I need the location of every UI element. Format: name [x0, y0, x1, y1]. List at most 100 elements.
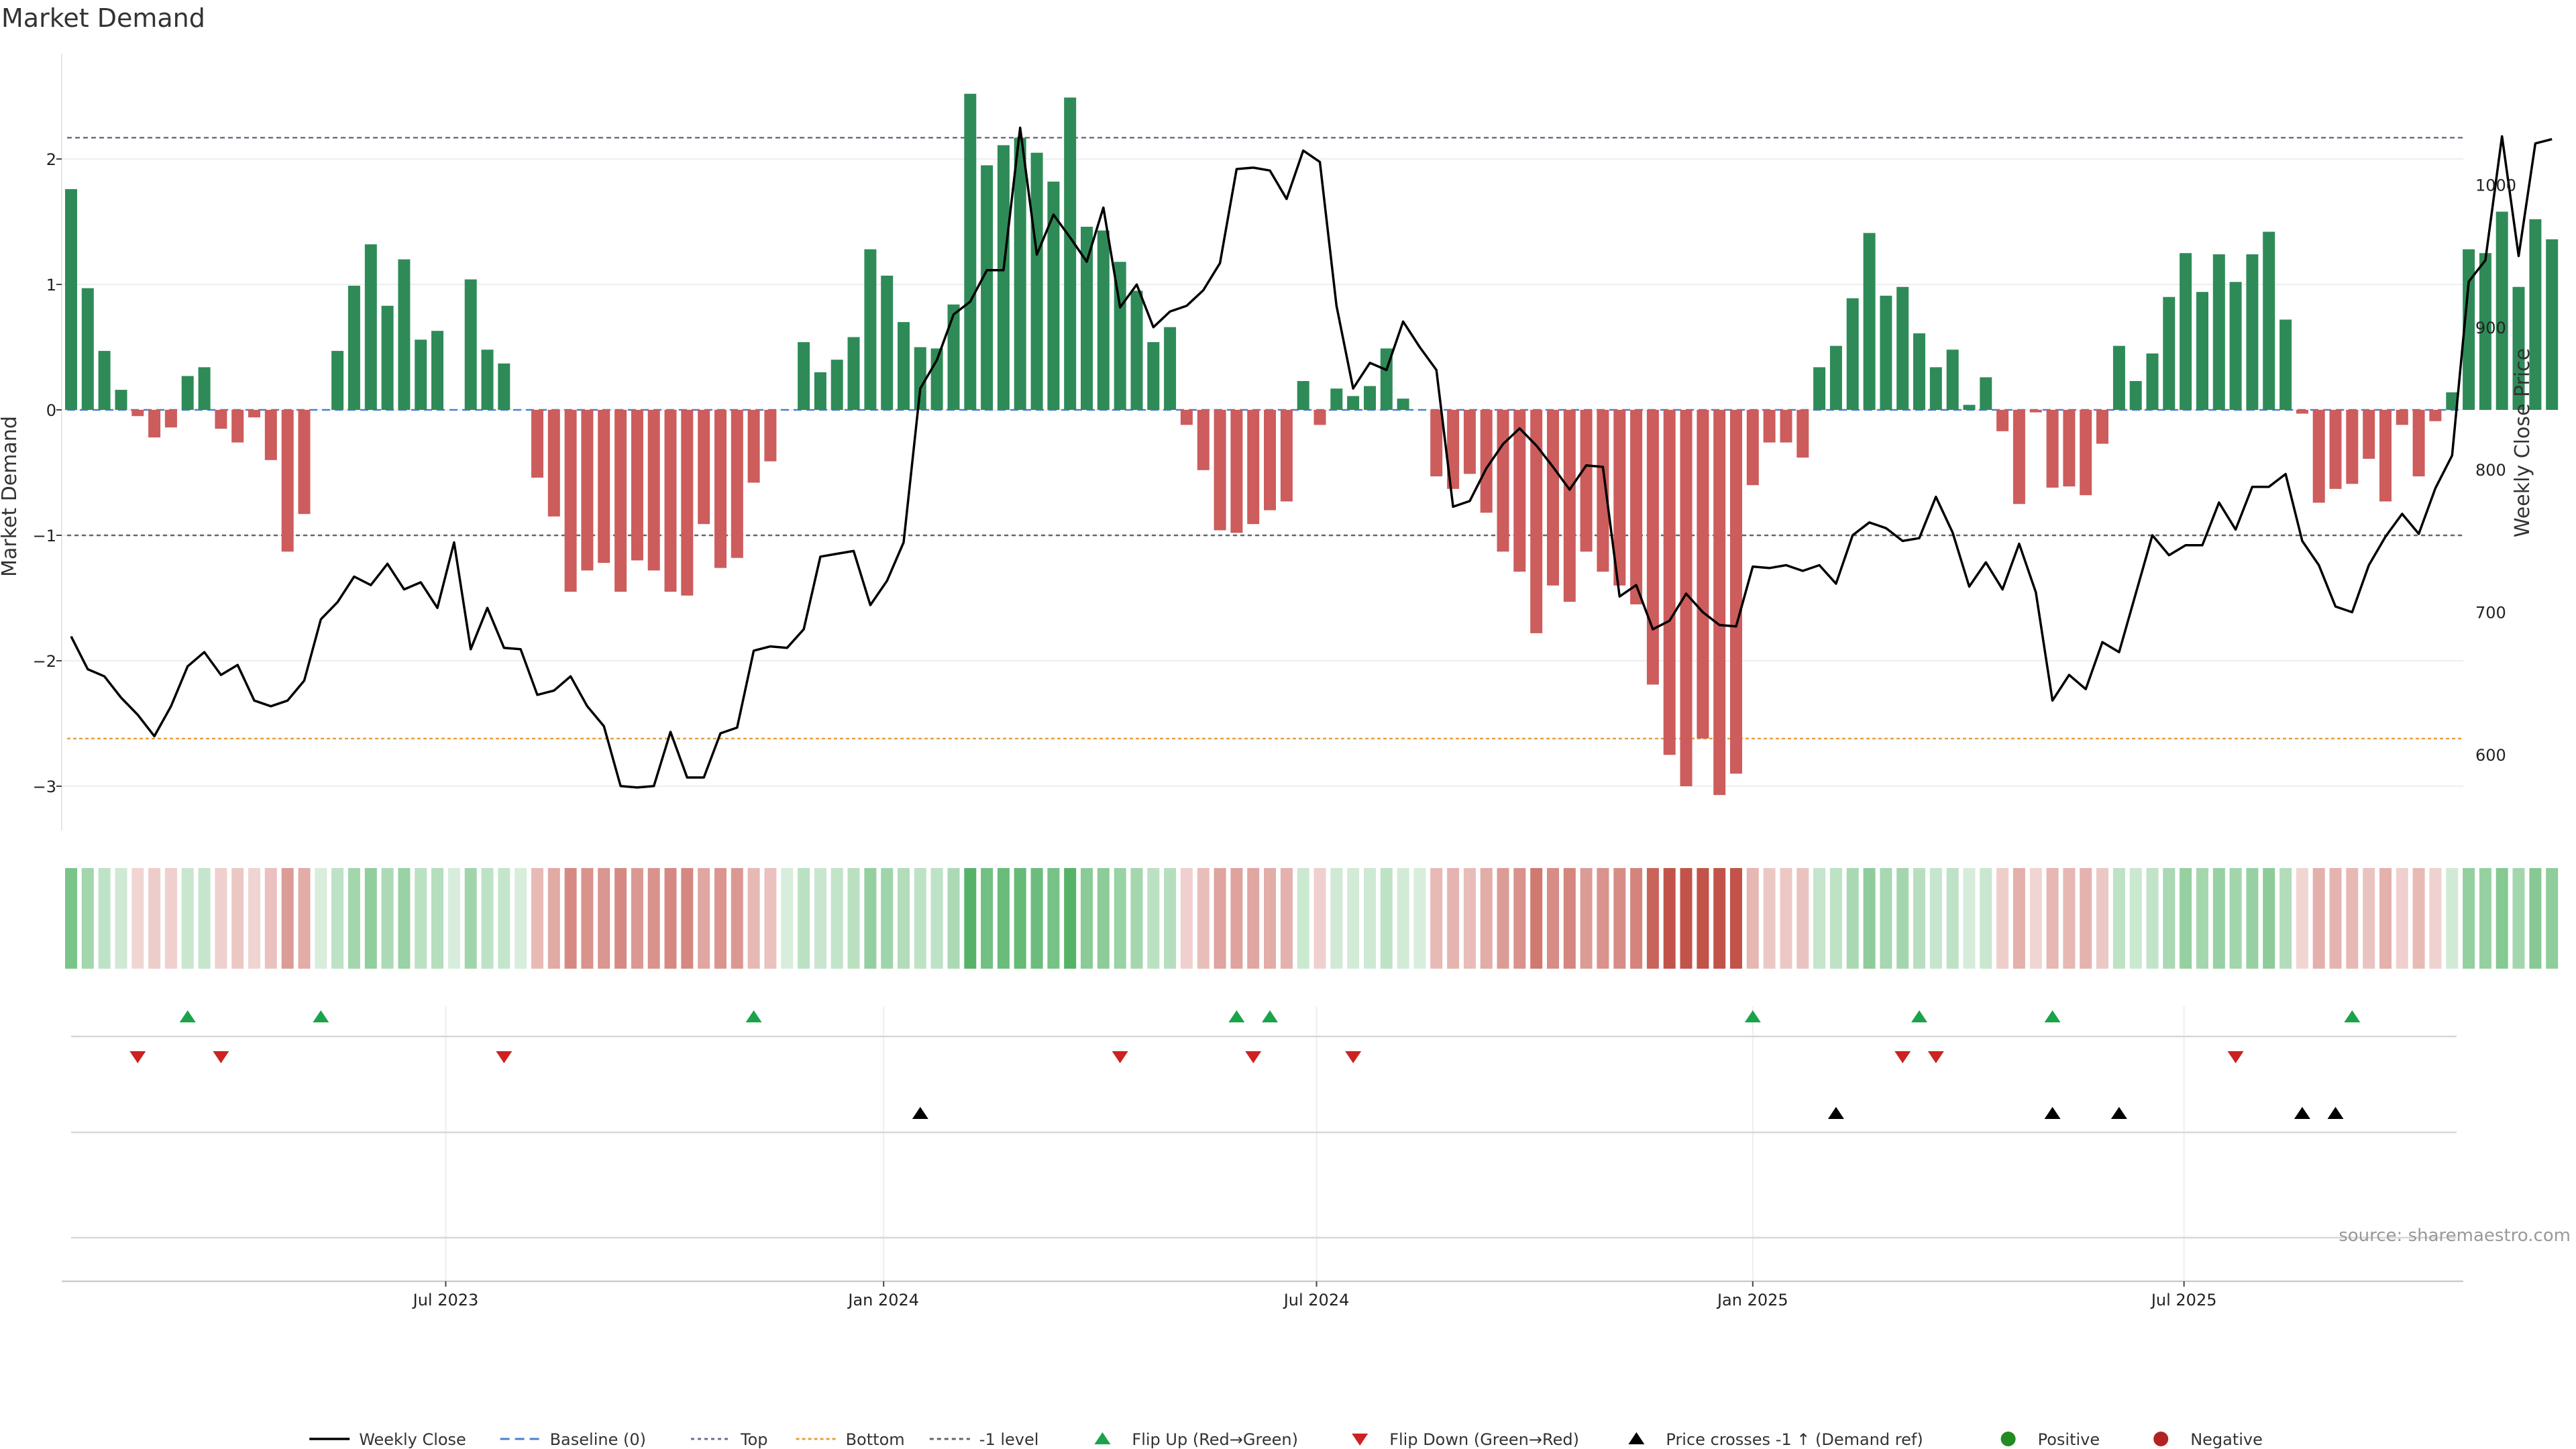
heat-strip-cell	[1913, 868, 1925, 969]
x-tick-label: Jan 2025	[1716, 1291, 1788, 1309]
heat-strip-cell	[1463, 868, 1476, 969]
negative-demand-bar	[1746, 410, 1759, 486]
positive-demand-bar	[381, 305, 394, 410]
positive-demand-bar	[2263, 231, 2275, 410]
heat-strip-cell	[1880, 868, 1892, 969]
legend-label: Bottom	[846, 1430, 905, 1449]
positive-demand-bar	[1064, 97, 1077, 410]
positive-demand-bar	[2246, 254, 2259, 410]
heat-strip-cell	[598, 868, 610, 969]
legend-label: Weekly Close	[359, 1430, 466, 1449]
heat-strip-cell	[481, 868, 494, 969]
heat-strip-cell	[798, 868, 810, 969]
right-tick-label: 600	[2475, 746, 2506, 765]
heat-strip-cell	[2029, 868, 2042, 969]
negative-demand-bar	[2312, 410, 2325, 503]
negative-demand-bar	[1447, 410, 1460, 489]
negative-demand-bar	[1214, 410, 1226, 531]
negative-demand-bar	[1180, 410, 1193, 425]
negative-demand-bar	[764, 410, 777, 462]
heat-strip-cell	[1430, 868, 1443, 969]
positive-demand-bar	[431, 331, 443, 410]
heat-strip-cell	[1497, 868, 1509, 969]
positive-demand-bar	[2212, 254, 2225, 410]
positive-demand-bar	[2546, 239, 2559, 410]
positive-demand-bar	[198, 367, 211, 410]
heat-strip-cell	[547, 868, 560, 969]
positive-demand-bar	[1364, 386, 1376, 410]
positive-demand-bar	[1347, 396, 1360, 410]
negative-demand-bar	[2329, 410, 2342, 489]
heat-strip-cell	[231, 868, 244, 969]
demand-bars	[65, 93, 2559, 796]
legend-item: Negative	[2153, 1430, 2263, 1449]
heat-strip-cell	[398, 868, 411, 969]
negative-demand-bar	[2096, 410, 2108, 444]
negative-demand-bar	[1996, 410, 2009, 431]
heat-strip-cell	[1114, 868, 1126, 969]
legend-swatch	[2000, 1432, 2016, 1446]
positive-demand-bar	[347, 285, 360, 410]
heat-strip-cell	[2479, 868, 2491, 969]
legend-item: Weekly Close	[309, 1430, 466, 1449]
positive-demand-bar	[1980, 377, 1992, 410]
positive-demand-bar	[1829, 345, 1842, 410]
heat-strip-cell	[731, 868, 743, 969]
demand-heat-strip	[65, 868, 2559, 969]
negative-demand-bar	[1547, 410, 1559, 586]
flip-down-marker	[1927, 1051, 1944, 1063]
flip-up-marker	[1744, 1010, 1761, 1022]
positive-demand-bar	[847, 337, 860, 410]
heat-strip-cell	[564, 868, 577, 969]
negative-demand-bar	[1697, 410, 1709, 739]
heat-strip-cell	[1730, 868, 1742, 969]
positive-demand-bar	[798, 342, 810, 410]
legend-item: Positive	[2000, 1430, 2100, 1449]
price-cross-marker	[2110, 1107, 2127, 1119]
heat-strip-cell	[997, 868, 1010, 969]
negative-demand-bar	[747, 410, 760, 483]
heat-strip-cell	[164, 868, 177, 969]
positive-demand-bar	[1030, 152, 1043, 410]
left-tick-label: −3	[33, 777, 56, 796]
heat-strip-cell	[2296, 868, 2308, 969]
heat-strip-cell	[1380, 868, 1393, 969]
heat-strip-cell	[2263, 868, 2275, 969]
heat-strip-cell	[714, 868, 727, 969]
heat-strip-cell	[1763, 868, 1776, 969]
heat-strip-cell	[1064, 868, 1077, 969]
price-cross-marker	[2327, 1107, 2344, 1119]
heat-strip-cell	[881, 868, 894, 969]
negative-demand-bar	[1796, 410, 1809, 458]
heat-strip-cell	[181, 868, 194, 969]
heat-strip-cell	[2246, 868, 2259, 969]
heat-strip-cell	[515, 868, 527, 969]
positive-demand-bar	[2180, 253, 2192, 411]
heat-strip-cell	[2063, 868, 2076, 969]
legend-item: Baseline (0)	[500, 1430, 646, 1449]
positive-demand-bar	[398, 259, 411, 410]
positive-demand-bar	[814, 372, 826, 410]
left-tick-label: −1	[33, 527, 56, 545]
heat-strip-cell	[1996, 868, 2009, 969]
heat-strip-cell	[381, 868, 394, 969]
flip-up-marker	[313, 1010, 329, 1022]
heat-strip-cell	[1630, 868, 1643, 969]
heat-strip-cell	[1796, 868, 1809, 969]
heat-strip-cell	[2046, 868, 2059, 969]
heat-strip-cell	[1313, 868, 1326, 969]
heat-strip-cell	[131, 868, 144, 969]
positive-demand-bar	[2279, 319, 2292, 410]
negative-demand-bar	[1313, 410, 1326, 425]
heat-strip-cell	[2129, 868, 2142, 969]
positive-demand-bar	[1896, 286, 1909, 410]
heat-strip-cell	[1480, 868, 1493, 969]
heat-strip-cell	[198, 868, 211, 969]
heat-strip-cell	[1746, 868, 1759, 969]
right-tick-label: 700	[2475, 604, 2506, 623]
flip-up-marker	[745, 1010, 762, 1022]
negative-demand-bar	[2412, 410, 2425, 477]
flip-up-marker	[2344, 1010, 2361, 1022]
positive-demand-bar	[1114, 262, 1126, 410]
